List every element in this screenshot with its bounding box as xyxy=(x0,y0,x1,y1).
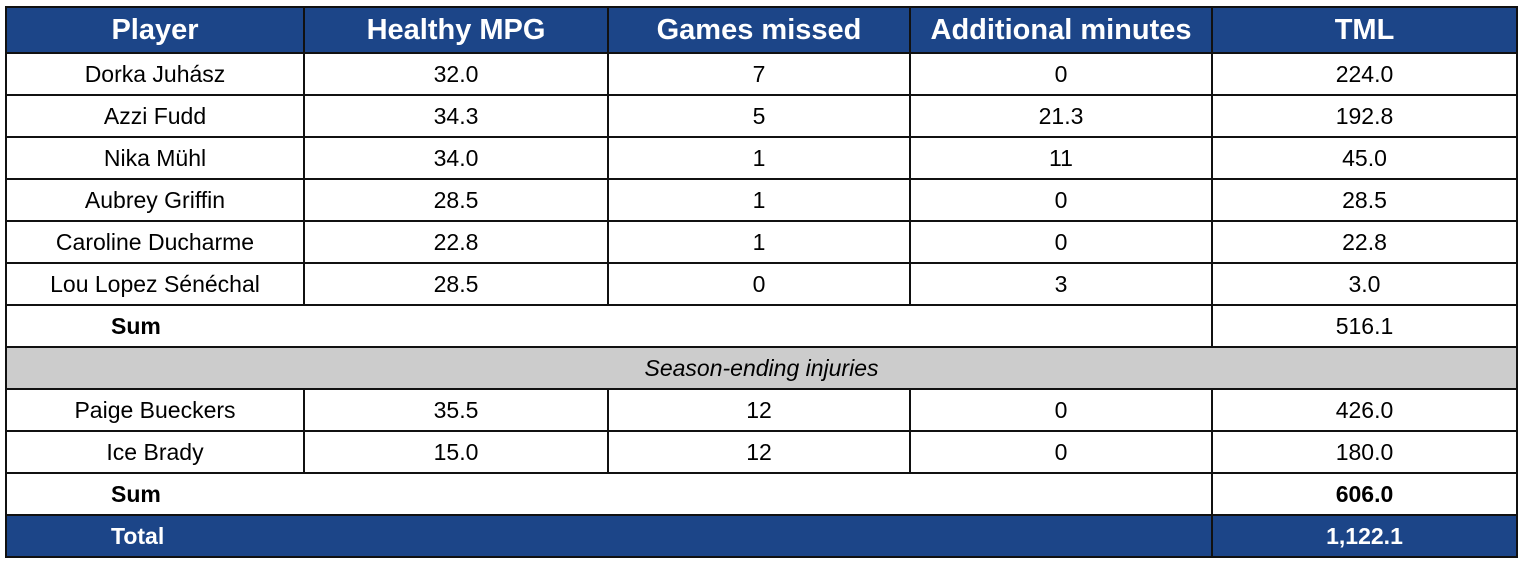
header-row: Player Healthy MPG Games missed Addition… xyxy=(5,6,1518,54)
table-row: Caroline Ducharme 22.8 1 0 22.8 xyxy=(5,220,1518,264)
cell-tml: 28.5 xyxy=(1211,178,1518,222)
cell-player: Lou Lopez Sénéchal xyxy=(5,262,305,306)
cell-tml: 192.8 xyxy=(1211,94,1518,138)
sum-row: Sum 606.0 xyxy=(5,472,1518,516)
section-row: Season-ending injuries xyxy=(5,346,1518,390)
sum-value: 606.0 xyxy=(1211,472,1518,516)
cell-healthy-mpg: 34.3 xyxy=(303,94,609,138)
cell-games-missed: 1 xyxy=(607,178,911,222)
sum-label: Sum xyxy=(5,304,1213,348)
cell-healthy-mpg: 28.5 xyxy=(303,262,609,306)
header-additional-minutes: Additional minutes xyxy=(909,6,1213,54)
table-row: Ice Brady 15.0 12 0 180.0 xyxy=(5,430,1518,474)
table-row: Aubrey Griffin 28.5 1 0 28.5 xyxy=(5,178,1518,222)
cell-tml: 224.0 xyxy=(1211,52,1518,96)
header-healthy-mpg: Healthy MPG xyxy=(303,6,609,54)
cell-healthy-mpg: 34.0 xyxy=(303,136,609,180)
header-tml: TML xyxy=(1211,6,1518,54)
cell-additional-minutes: 0 xyxy=(909,430,1213,474)
cell-healthy-mpg: 15.0 xyxy=(303,430,609,474)
cell-tml: 426.0 xyxy=(1211,388,1518,432)
header-games-missed: Games missed xyxy=(607,6,911,54)
section-label-season-ending: Season-ending injuries xyxy=(5,346,1518,390)
cell-additional-minutes: 3 xyxy=(909,262,1213,306)
cell-additional-minutes: 0 xyxy=(909,52,1213,96)
cell-player: Paige Bueckers xyxy=(5,388,305,432)
cell-additional-minutes: 11 xyxy=(909,136,1213,180)
cell-games-missed: 12 xyxy=(607,388,911,432)
cell-tml: 45.0 xyxy=(1211,136,1518,180)
minutes-lost-table: Player Healthy MPG Games missed Addition… xyxy=(5,6,1518,558)
cell-healthy-mpg: 35.5 xyxy=(303,388,609,432)
cell-tml: 3.0 xyxy=(1211,262,1518,306)
cell-player: Dorka Juhász xyxy=(5,52,305,96)
cell-player: Caroline Ducharme xyxy=(5,220,305,264)
header-player: Player xyxy=(5,6,305,54)
cell-healthy-mpg: 32.0 xyxy=(303,52,609,96)
cell-player: Aubrey Griffin xyxy=(5,178,305,222)
total-row: Total 1,122.1 xyxy=(5,514,1518,558)
cell-games-missed: 5 xyxy=(607,94,911,138)
cell-healthy-mpg: 28.5 xyxy=(303,178,609,222)
total-value: 1,122.1 xyxy=(1211,514,1518,558)
cell-additional-minutes: 0 xyxy=(909,178,1213,222)
table-row: Paige Bueckers 35.5 12 0 426.0 xyxy=(5,388,1518,432)
cell-player: Azzi Fudd xyxy=(5,94,305,138)
cell-additional-minutes: 21.3 xyxy=(909,94,1213,138)
cell-player: Nika Mühl xyxy=(5,136,305,180)
cell-games-missed: 1 xyxy=(607,136,911,180)
cell-additional-minutes: 0 xyxy=(909,388,1213,432)
cell-healthy-mpg: 22.8 xyxy=(303,220,609,264)
cell-games-missed: 0 xyxy=(607,262,911,306)
table-row: Lou Lopez Sénéchal 28.5 0 3 3.0 xyxy=(5,262,1518,306)
cell-tml: 180.0 xyxy=(1211,430,1518,474)
minutes-lost-table-container: Player Healthy MPG Games missed Addition… xyxy=(5,6,1518,558)
table-row: Nika Mühl 34.0 1 11 45.0 xyxy=(5,136,1518,180)
cell-games-missed: 12 xyxy=(607,430,911,474)
table-row: Azzi Fudd 34.3 5 21.3 192.8 xyxy=(5,94,1518,138)
sum-value: 516.1 xyxy=(1211,304,1518,348)
total-label: Total xyxy=(5,514,1213,558)
cell-tml: 22.8 xyxy=(1211,220,1518,264)
sum-label: Sum xyxy=(5,472,1213,516)
sum-row: Sum 516.1 xyxy=(5,304,1518,348)
cell-player: Ice Brady xyxy=(5,430,305,474)
cell-games-missed: 1 xyxy=(607,220,911,264)
table-row: Dorka Juhász 32.0 7 0 224.0 xyxy=(5,52,1518,96)
cell-additional-minutes: 0 xyxy=(909,220,1213,264)
cell-games-missed: 7 xyxy=(607,52,911,96)
